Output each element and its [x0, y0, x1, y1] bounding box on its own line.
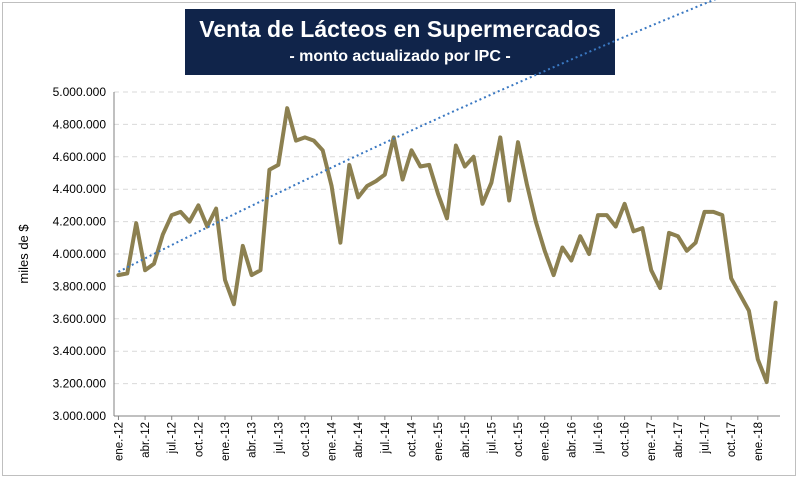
y-tick-label: 5.000.000	[53, 85, 107, 99]
x-tick-label: abr.-17	[673, 422, 685, 458]
y-tick-label: 4.600.000	[53, 150, 107, 164]
x-tick-label: ene.-17	[646, 422, 658, 461]
x-tick-label: abr.-14	[353, 421, 365, 457]
x-tick-label: jul.-15	[486, 422, 498, 454]
x-tick-label: ene.-14	[327, 421, 339, 461]
axes	[113, 92, 780, 420]
x-tick-label: oct.-15	[513, 422, 525, 457]
x-tick-label: oct.-17	[726, 422, 738, 457]
x-tick-label: jul.-12	[167, 422, 179, 454]
x-tick-label: abr.-13	[247, 422, 259, 458]
x-tick-label: ene.-12	[113, 422, 125, 461]
x-tick-label: abr.-12	[140, 422, 152, 458]
y-tick-label: 3.800.000	[53, 279, 107, 293]
x-tick-label: abr.-15	[460, 422, 472, 458]
chart-subtitle: - monto actualizado por IPC -	[289, 48, 511, 65]
x-tick-labels: ene.-12 abr.-12 jul.-12 oct.-12 ene.-13 abr.-…	[113, 421, 764, 461]
series-line-venta	[116, 106, 778, 384]
y-tick-label: 3.400.000	[53, 344, 107, 358]
y-tick-label: 3.000.000	[53, 409, 107, 423]
x-tick-label: jul.-14	[380, 421, 392, 454]
x-tick-label: ene.-16	[540, 422, 552, 461]
chart-title: Venta de Lácteos en Supermercados	[199, 16, 601, 42]
x-tick-label: oct.-13	[300, 422, 312, 457]
x-tick-label: ene.-15	[433, 422, 445, 461]
y-tick-label: 4.000.000	[53, 247, 107, 261]
y-tick-labels: 3.000.000 3.200.000 3.400.000 3.600.000 3.80…	[53, 85, 107, 423]
y-tick-label: 4.800.000	[53, 117, 107, 131]
y-tick-label: 3.600.000	[53, 312, 107, 326]
x-tick-label: oct.-16	[620, 422, 632, 457]
series	[116, 0, 778, 384]
title-box: Venta de Lácteos en Supermercados - mont…	[185, 9, 615, 75]
y-axis-label: miles de $	[16, 224, 31, 284]
x-tick-label: jul.-13	[273, 422, 285, 454]
grid-lines	[114, 91, 780, 385]
x-tick-label: oct.-12	[193, 422, 205, 457]
x-tick-label: oct.-14	[406, 421, 418, 457]
y-tick-label: 3.200.000	[53, 377, 107, 391]
x-tick-label: jul.-17	[700, 422, 712, 454]
x-tick-label: ene.-13	[220, 422, 232, 461]
x-tick-label: jul.-16	[593, 422, 605, 454]
y-tick-label: 4.200.000	[53, 215, 107, 229]
x-tick-label: abr.-16	[566, 422, 578, 458]
y-tick-label: 4.400.000	[53, 182, 107, 196]
series-line-tendencia	[117, 0, 717, 273]
x-tick-label: ene.-18	[753, 422, 765, 461]
